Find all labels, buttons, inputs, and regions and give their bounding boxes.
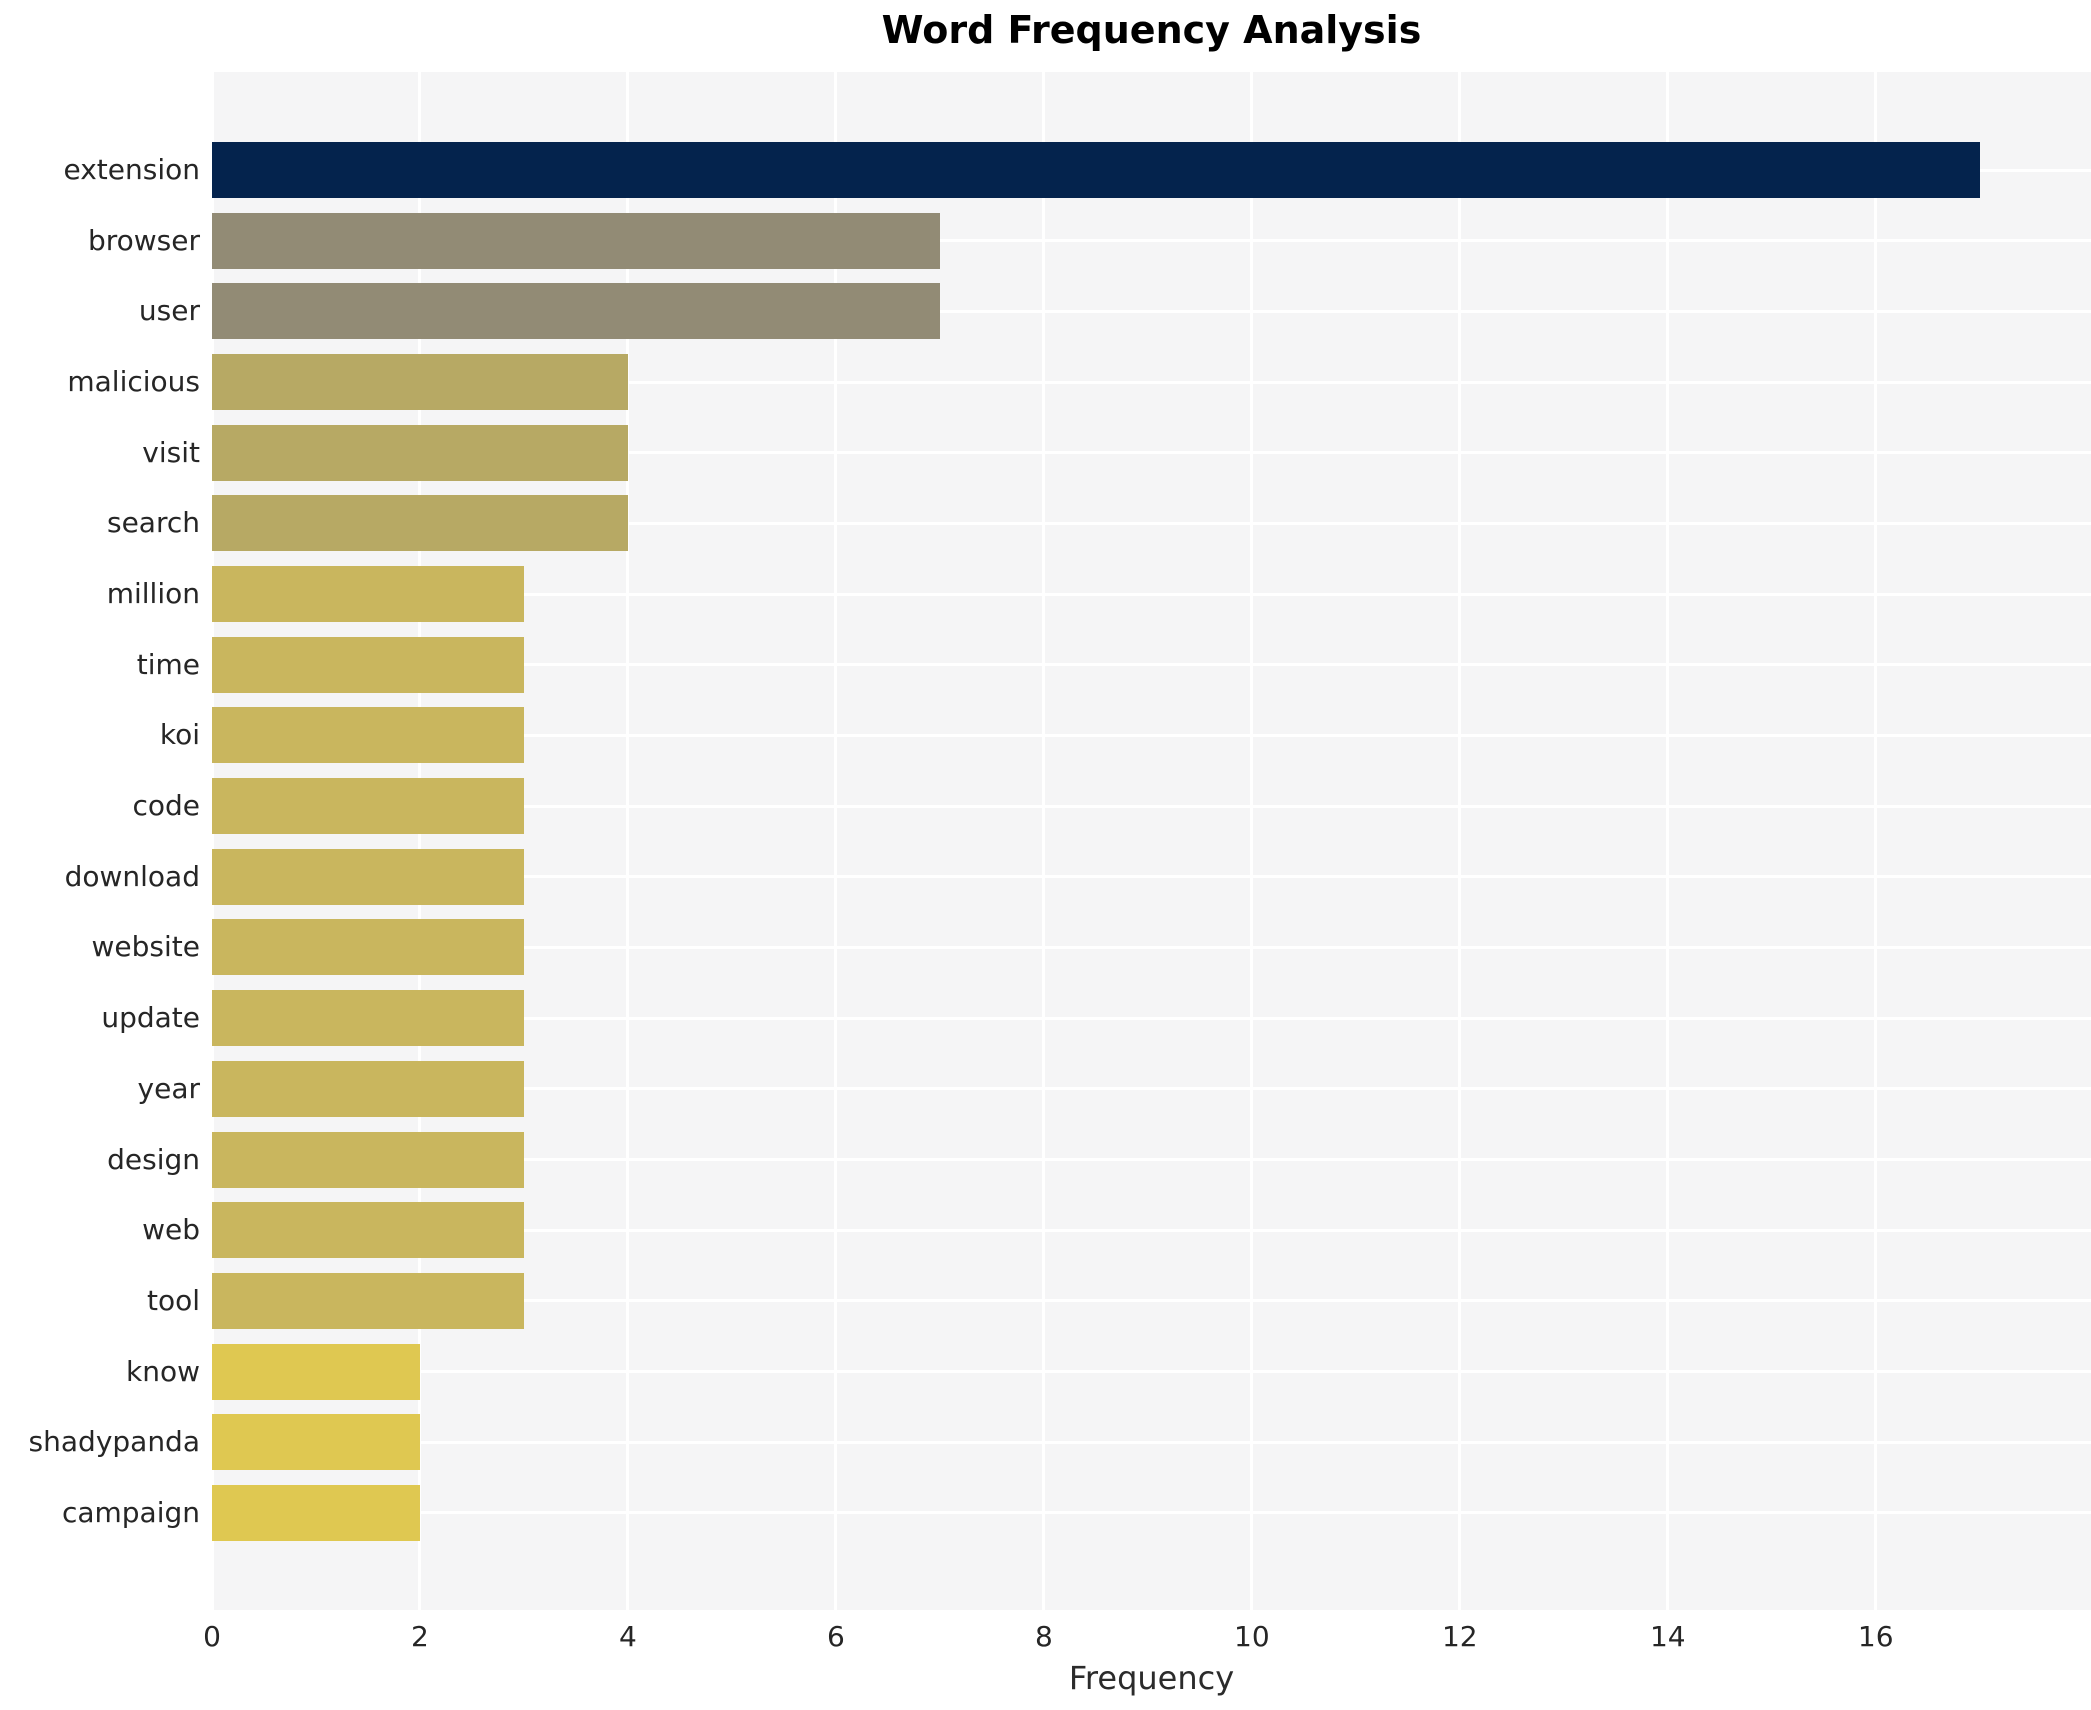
bar-tool [212,1272,524,1329]
bar-user [212,283,940,340]
x-tick-label: 4 [619,1620,637,1653]
bar-malicious [212,354,628,411]
gridline-horizontal [212,804,2091,808]
category-label: search [106,506,200,540]
category-label: user [138,294,200,328]
bar-year [212,1060,524,1117]
gridline-vertical [626,72,630,1610]
gridline-vertical [1458,72,1462,1610]
gridline-horizontal [212,521,2091,525]
category-label: download [64,859,200,893]
gridline-horizontal [212,380,2091,384]
gridline-vertical [210,72,214,1610]
x-axis-label: Frequency [1068,1659,1235,1697]
gridline-horizontal [212,451,2091,455]
category-label: know [126,1354,200,1388]
gridline-vertical [1250,72,1254,1610]
bar-know [212,1343,420,1400]
chart-title: Word Frequency Analysis [881,8,1422,52]
gridline-vertical [1874,72,1878,1610]
category-label: year [137,1071,200,1105]
category-label: time [136,647,200,681]
gridline-horizontal [212,663,2091,667]
gridline-vertical [834,72,838,1610]
bar-website [212,919,524,976]
x-tick-label: 16 [1857,1620,1894,1653]
gridline-horizontal [212,1158,2091,1162]
bar-design [212,1131,524,1188]
bar-million [212,566,524,623]
gridline-horizontal [212,1087,2091,1091]
gridline-horizontal [212,1228,2091,1232]
bar-search [212,495,628,552]
category-label: code [132,789,200,823]
x-tick-label: 8 [1034,1620,1053,1653]
bar-code [212,778,524,835]
bar-koi [212,707,524,764]
bar-shadypanda [212,1414,420,1471]
bar-browser [212,212,940,269]
bar-download [212,848,524,905]
category-label: shadypanda [28,1425,200,1459]
category-label: design [107,1142,200,1176]
plot-area [210,72,2091,1610]
category-label: website [91,930,200,964]
x-tick-label: 0 [203,1620,221,1653]
x-tick-label: 14 [1649,1620,1686,1653]
x-tick-label: 10 [1234,1620,1270,1653]
category-label: campaign [61,1495,200,1529]
gridline-horizontal [212,1511,2091,1515]
y-axis-labels: extension browser user malicious visit search… [0,72,200,1610]
category-label: update [101,1001,200,1035]
category-label: browser [87,223,200,257]
gridline-horizontal [212,1016,2091,1020]
bar-update [212,990,524,1047]
bar-time [212,636,524,693]
category-label: million [106,577,200,611]
bar-web [212,1202,524,1259]
gridline-horizontal [212,239,2091,243]
category-label: tool [146,1283,200,1317]
gridline-horizontal [212,733,2091,737]
category-label: extension [63,153,201,186]
x-tick-label: 2 [411,1620,429,1653]
category-label: visit [142,435,200,469]
gridline-vertical [1666,72,1670,1610]
category-label: malicious [67,365,200,399]
gridline-horizontal [212,1370,2091,1374]
gridline-horizontal [212,945,2091,949]
gridline-horizontal [212,592,2091,596]
x-tick-label: 6 [826,1620,845,1653]
bar-extension [212,142,1980,198]
gridline-horizontal [212,1440,2091,1444]
bar-visit [212,424,628,481]
gridline-horizontal [212,309,2091,313]
gridline-horizontal [212,1299,2091,1303]
gridline-vertical [1042,72,1046,1610]
x-tick-label: 12 [1441,1620,1478,1653]
x-axis-ticks: 0 2 4 6 8 10 12 14 16 [0,1620,2091,1660]
category-label: koi [159,718,200,752]
bar-campaign [212,1484,420,1541]
gridline-horizontal [212,875,2091,879]
category-label: web [142,1213,200,1247]
gridline-vertical [418,72,422,1610]
